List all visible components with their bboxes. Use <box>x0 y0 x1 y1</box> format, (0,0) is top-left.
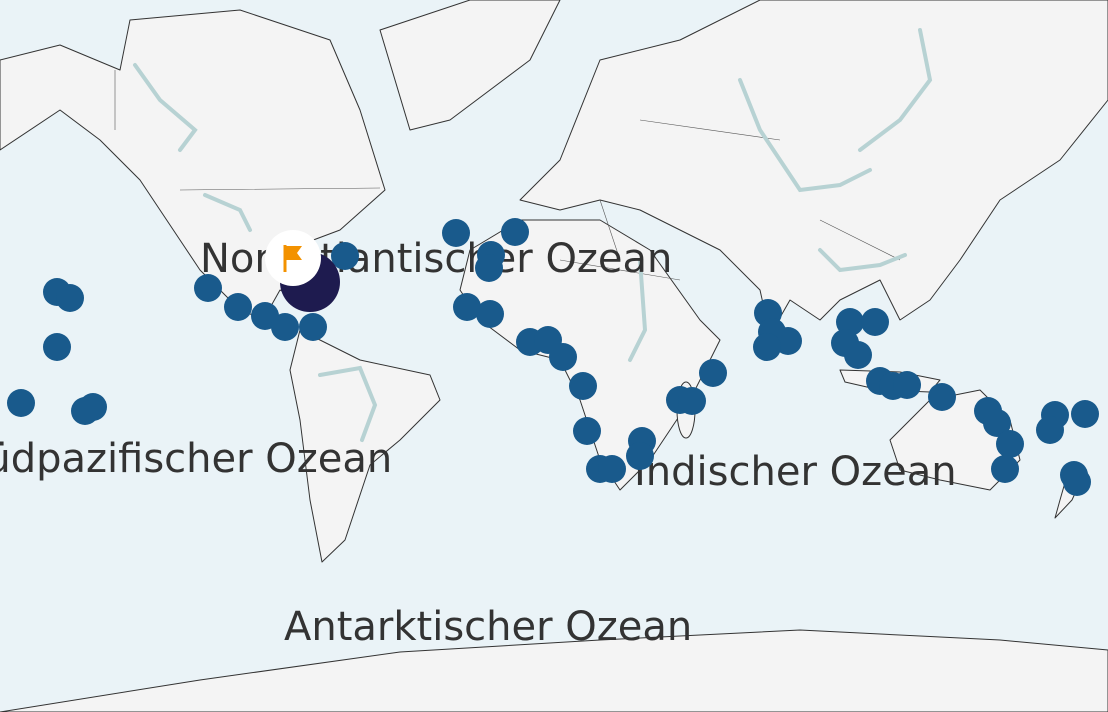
south-america <box>289 329 441 563</box>
borders <box>114 70 901 281</box>
selected-location[interactable] <box>265 230 340 312</box>
ocean-label: Südpazifischer Ozean <box>0 436 392 482</box>
location-marker[interactable] <box>569 372 597 400</box>
location-marker[interactable] <box>573 417 601 445</box>
location-marker[interactable] <box>861 308 889 336</box>
location-marker[interactable] <box>43 333 71 361</box>
location-marker[interactable] <box>549 343 577 371</box>
location-marker[interactable] <box>678 387 706 415</box>
rivers <box>133 28 933 442</box>
location-marker[interactable] <box>476 300 504 328</box>
location-marker[interactable] <box>699 359 727 387</box>
location-marker[interactable] <box>991 455 1019 483</box>
flag <box>286 246 302 260</box>
river <box>133 63 198 152</box>
river <box>203 193 252 232</box>
river <box>858 28 933 152</box>
river <box>628 258 648 362</box>
location-marker[interactable] <box>442 219 470 247</box>
location-marker[interactable] <box>271 313 299 341</box>
location-marker[interactable] <box>56 284 84 312</box>
location-marker[interactable] <box>598 455 626 483</box>
location-marker[interactable] <box>774 327 802 355</box>
ocean-label: Indischer Ozean <box>634 449 957 495</box>
border-line <box>114 70 901 281</box>
location-marker[interactable] <box>1036 416 1064 444</box>
markers <box>7 218 1099 496</box>
location-marker[interactable] <box>331 242 359 270</box>
location-marker[interactable] <box>194 274 222 302</box>
location-marker[interactable] <box>7 389 35 417</box>
greenland <box>379 0 561 131</box>
location-marker[interactable] <box>1063 468 1091 496</box>
location-marker[interactable] <box>79 393 107 421</box>
location-marker[interactable] <box>224 293 252 321</box>
river <box>818 248 907 273</box>
location-marker[interactable] <box>893 371 921 399</box>
location-marker[interactable] <box>626 442 654 470</box>
eurasia <box>519 0 1108 336</box>
antarctica <box>0 629 1108 712</box>
river <box>318 365 378 442</box>
location-marker[interactable] <box>844 341 872 369</box>
location-marker[interactable] <box>983 409 1011 437</box>
location-marker[interactable] <box>836 308 864 336</box>
ocean-label: Antarktischer Ozean <box>284 604 692 650</box>
location-marker[interactable] <box>453 293 481 321</box>
location-marker[interactable] <box>299 313 327 341</box>
location-marker[interactable] <box>501 218 529 246</box>
river <box>738 78 872 193</box>
location-marker[interactable] <box>1071 400 1099 428</box>
location-marker[interactable] <box>928 383 956 411</box>
location-marker[interactable] <box>996 430 1024 458</box>
location-marker[interactable] <box>475 254 503 282</box>
location-marker[interactable] <box>753 333 781 361</box>
africa <box>459 219 721 491</box>
